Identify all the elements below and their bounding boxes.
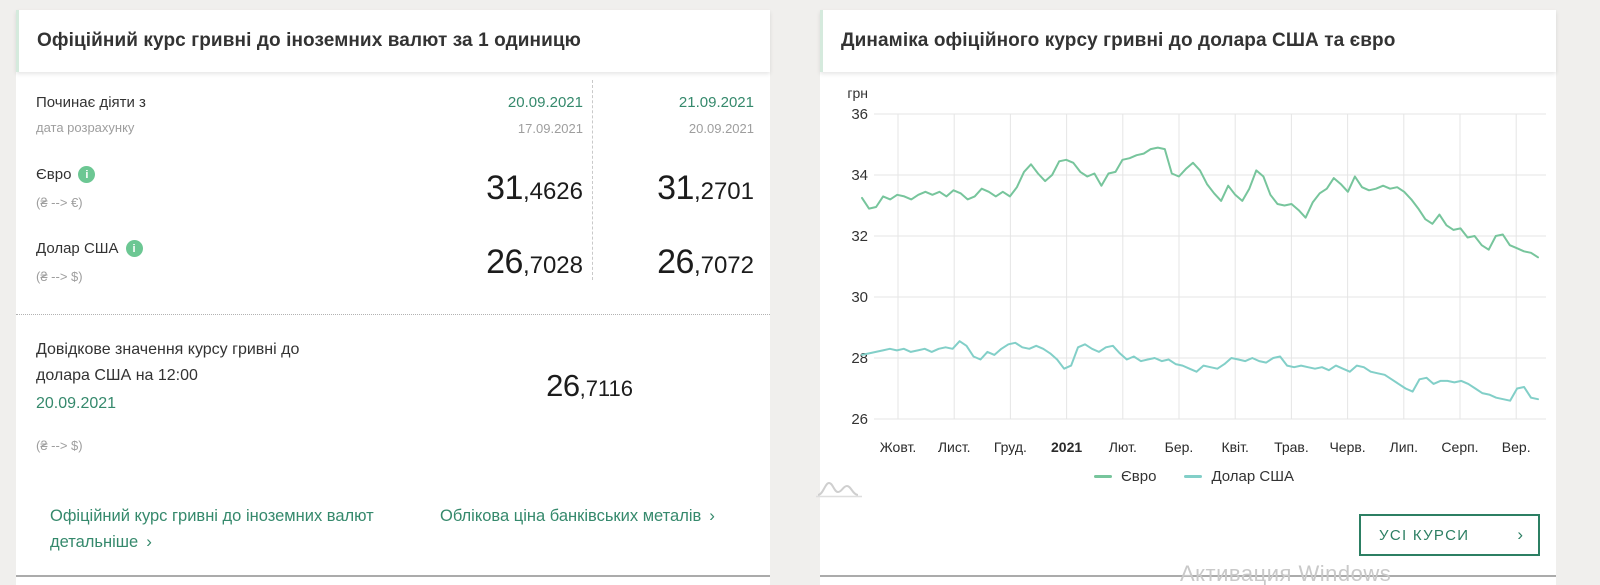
effective-label: Починає діяти з <box>36 94 146 111</box>
svg-text:Груд.: Груд. <box>994 439 1027 455</box>
reference-rate-value: 26,7116 <box>546 368 633 403</box>
dollar-rate-col1: 26,7028 <box>486 243 583 281</box>
chevron-right-icon: › <box>1517 525 1523 544</box>
legend-line-icon <box>1094 475 1113 478</box>
svg-text:Вер.: Вер. <box>1502 439 1531 455</box>
legend-label: Євро <box>1121 468 1157 485</box>
euro-rate-col2: 31,2701 <box>657 169 754 207</box>
right-panel-header: Динаміка офіційного курсу гривні до дола… <box>820 10 1556 72</box>
dollar-row: Долар США i (₴ --> $) 26,7028 26,7072 <box>16 240 770 284</box>
svg-text:28: 28 <box>851 350 868 367</box>
svg-text:30: 30 <box>851 289 868 306</box>
svg-text:32: 32 <box>851 228 868 245</box>
svg-text:34: 34 <box>851 167 868 184</box>
dollar-rate-col2: 26,7072 <box>657 243 754 281</box>
rates-table: Починає діяти з дата розрахунку 20.09.20… <box>16 72 770 284</box>
rates-chart: 36 34 32 30 28 26 грн Жовт. Лист. Груд. 2021 Лют. Бе… <box>820 72 1556 485</box>
info-icon[interactable]: i <box>78 166 96 183</box>
link-bank-metals[interactable]: Облікова ціна банківських металів › <box>440 503 715 555</box>
euro-row: Євро i (₴ --> €) 31,4626 31,2701 <box>16 166 770 210</box>
svg-text:Серп.: Серп. <box>1441 439 1478 455</box>
reference-text-line1: Довідкове значення курсу гривні до <box>36 341 300 358</box>
svg-text:Лип.: Лип. <box>1390 439 1418 455</box>
chevron-right-icon: › <box>709 506 715 525</box>
chart-legend: Євро Долар США <box>838 468 1550 485</box>
mini-sparkline-icon <box>816 481 862 498</box>
reference-pair-label: (₴ --> $) <box>36 438 83 453</box>
card-bottom-rule <box>820 575 1556 577</box>
euro-rate-col1: 31,4626 <box>486 169 583 207</box>
svg-text:2021: 2021 <box>1051 439 1082 455</box>
right-panel: Динаміка офіційного курсу гривні до дола… <box>816 10 1556 585</box>
left-panel-title: Офіційний курс гривні до іноземних валют… <box>37 30 581 51</box>
legend-item-euro[interactable]: Євро <box>1094 468 1156 485</box>
svg-text:Лист.: Лист. <box>938 439 971 455</box>
y-axis-unit: грн <box>847 86 868 101</box>
calc-date-label: дата розрахунку <box>36 120 135 135</box>
link-label: Офіційний курс гривні до іноземних валют… <box>50 507 374 551</box>
link-official-rates-details[interactable]: Офіційний курс гривні до іноземних валют… <box>50 503 402 555</box>
effective-date-col1: 20.09.2021 <box>507 94 583 111</box>
legend-item-dollar[interactable]: Долар США <box>1184 468 1294 485</box>
info-icon[interactable]: i <box>125 240 143 257</box>
svg-text:Трав.: Трав. <box>1274 439 1309 455</box>
svg-text:Квіт.: Квіт. <box>1221 439 1248 455</box>
reference-date: 20.09.2021 <box>36 395 117 412</box>
all-rates-label: УСІ КУРСИ <box>1379 526 1470 544</box>
legend-label: Долар США <box>1211 468 1294 485</box>
dollar-label: Долар США <box>36 240 119 257</box>
calc-date-col2: 20.09.2021 <box>688 121 754 136</box>
svg-text:26: 26 <box>851 411 868 428</box>
left-panel: Офіційний курс гривні до іноземних валют… <box>16 10 770 585</box>
all-rates-button[interactable]: УСІ КУРСИ › <box>1359 514 1540 556</box>
svg-text:Бер.: Бер. <box>1165 439 1194 455</box>
svg-text:36: 36 <box>851 106 868 123</box>
dollar-pair-label: (₴ --> $) <box>36 269 83 284</box>
chart-canvas: 36 34 32 30 28 26 грн Жовт. Лист. Груд. 2021 Лют. Бе… <box>847 86 1546 455</box>
effective-date-col2: 21.09.2021 <box>678 94 754 111</box>
section-divider <box>16 314 770 315</box>
calc-date-col1: 17.09.2021 <box>517 121 583 136</box>
effective-dates-row: Починає діяти з дата розрахунку 20.09.20… <box>16 94 770 136</box>
legend-line-icon <box>1184 475 1203 478</box>
euro-pair-label: (₴ --> €) <box>36 195 83 210</box>
svg-text:Лют.: Лют. <box>1109 439 1137 455</box>
euro-label: Євро <box>36 166 72 183</box>
svg-text:Черв.: Черв. <box>1329 439 1365 455</box>
chevron-right-icon: › <box>146 532 152 551</box>
reference-text-line2: долара США на 12:00 <box>36 367 198 384</box>
links-row: Офіційний курс гривні до іноземних валют… <box>16 503 770 555</box>
link-label: Облікова ціна банківських металів <box>440 507 702 525</box>
reference-section: Довідкове значення курсу гривні до долар… <box>16 315 770 459</box>
column-divider <box>592 80 593 280</box>
left-panel-header: Офіційний курс гривні до іноземних валют… <box>16 10 770 72</box>
svg-text:Жовт.: Жовт. <box>880 439 916 455</box>
chart-title: Динаміка офіційного курсу гривні до дола… <box>841 30 1396 51</box>
card-bottom-rule <box>16 575 770 577</box>
